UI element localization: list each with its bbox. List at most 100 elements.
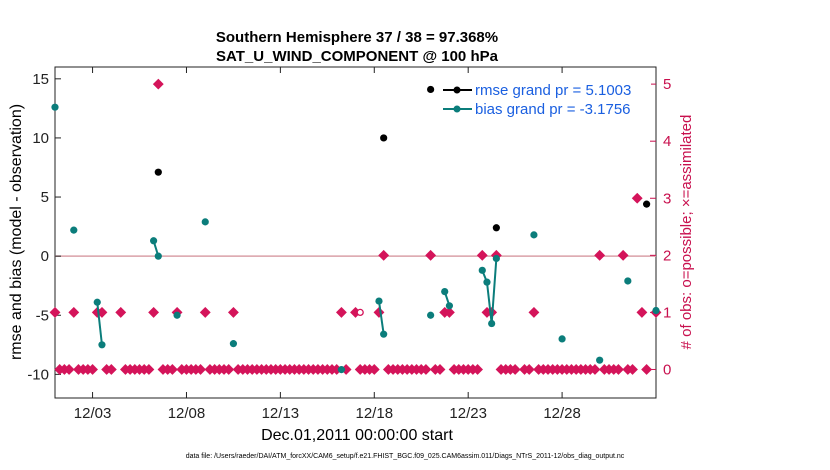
obs-assimilated-marker [617, 249, 629, 261]
title-block: Southern Hemisphere 37 / 38 = 97.368% SA… [216, 29, 499, 65]
obs-assimilated-marker [594, 249, 606, 261]
y-tick-label: 5 [41, 189, 49, 206]
x-tick-label: 12/13 [262, 405, 300, 422]
legend-bias-marker [453, 105, 461, 113]
bias-point [93, 298, 101, 306]
y-axis-right-label: # of obs: o=possible; ×=assimilated [678, 115, 695, 350]
chart-subtitle: SAT_U_WIND_COMPONENT @ 100 hPa [216, 48, 499, 65]
obs-assimilated-marker [476, 249, 488, 261]
x-tick-label: 12/23 [449, 405, 487, 422]
bias-point [530, 231, 538, 239]
legend-rmse-label: rmse grand pr = 5.1003 [475, 82, 631, 99]
rmse-point [492, 224, 500, 232]
y-tick-label: -10 [27, 366, 49, 383]
bias-point [337, 366, 346, 374]
obs-assimilated-marker [631, 192, 643, 204]
bias-point [478, 266, 486, 274]
bias-series [51, 103, 660, 374]
obs-assimilated-marker [589, 364, 601, 375]
obs-assimilated-marker [509, 364, 521, 375]
bias-point [483, 278, 491, 286]
obs-possible-marker [356, 308, 364, 317]
bias-point [229, 340, 238, 348]
obs-assimilated-marker [68, 306, 80, 318]
legend: rmse grand pr = 5.1003 bias grand pr = -… [441, 79, 651, 121]
rmse-point [154, 168, 162, 176]
bias-line [481, 258, 498, 324]
obs-assimilated-marker [105, 364, 117, 375]
obs-assimilated-marker [443, 306, 455, 318]
plot-area [54, 66, 657, 399]
obs-assimilated-marker [199, 306, 211, 318]
bias-point [173, 311, 181, 319]
obs-assimilated-marker [148, 306, 160, 318]
bias-point [624, 277, 632, 285]
obs-count-markers [49, 78, 662, 375]
obs-assimilated-marker [528, 306, 540, 318]
obs-assimilated-marker [143, 364, 155, 375]
obs-assimilated-marker [434, 364, 446, 375]
x-tick-label: 12/08 [168, 405, 206, 422]
bias-point [375, 297, 383, 305]
y-right-tick-label: 1 [663, 304, 671, 321]
bias-line [96, 302, 103, 345]
obs-assimilated-marker [425, 249, 437, 261]
bias-point [488, 319, 496, 328]
obs-assimilated-marker [420, 364, 432, 375]
bias-point [201, 218, 209, 226]
x-axis: 12/03 12/08 12/13 12/18 12/23 12/28 [74, 67, 581, 422]
y-tick-label: 0 [41, 248, 49, 265]
x-tick-label: 12/03 [74, 405, 112, 422]
bias-point [441, 288, 449, 296]
x-axis-label: Dec.01,2011 00:00:00 start [261, 427, 453, 444]
rmse-point [427, 85, 435, 94]
obs-assimilated-marker [152, 78, 164, 90]
bias-point [380, 330, 388, 338]
rmse-point [643, 200, 651, 208]
obs-assimilated-marker [166, 364, 178, 375]
y-right-tick-label: 2 [663, 247, 671, 264]
obs-assimilated-marker [227, 306, 239, 318]
obs-assimilated-marker [195, 364, 206, 375]
y-right-tick-label: 4 [663, 133, 671, 150]
bias-point [51, 103, 59, 111]
obs-assimilated-marker [373, 306, 385, 318]
obs-assimilated-marker [115, 306, 127, 318]
bias-point [427, 311, 435, 319]
bias-point [98, 341, 106, 349]
y-tick-label: 15 [32, 71, 49, 88]
obs-assimilated-marker [472, 364, 484, 375]
obs-assimilated-marker [378, 249, 390, 261]
obs-assimilated-marker [641, 364, 653, 375]
obs-assimilated-marker [627, 364, 638, 375]
data-file-footer: data file: /Users/raeder/DAI/ATM_forcXX/… [186, 453, 625, 460]
y-right-tick-label: 5 [663, 76, 671, 93]
rmse-point [380, 134, 388, 142]
obs-assimilated-marker [87, 364, 98, 375]
bias-point [150, 237, 158, 245]
bias-point [596, 356, 604, 364]
bias-point [70, 226, 78, 234]
y-tick-label: -5 [36, 307, 49, 324]
bias-line [377, 300, 385, 335]
obs-assimilated-marker [368, 364, 380, 375]
y-tick-label: 10 [32, 130, 49, 147]
obs-assimilated-marker [523, 364, 535, 375]
y-axis-label: rmse and bias (model - observation) [8, 104, 25, 360]
bias-point [652, 306, 660, 315]
obs-assimilated-marker [223, 364, 235, 375]
obs-assimilated-marker [636, 306, 648, 318]
bias-point [445, 302, 454, 310]
obs-assimilated-marker [613, 364, 624, 375]
x-tick-label: 12/18 [356, 405, 394, 422]
x-tick-label: 12/28 [543, 405, 581, 422]
bias-point [558, 335, 566, 343]
y-right-tick-label: 3 [663, 190, 671, 207]
y-right-tick-label: 0 [663, 361, 671, 378]
obs-assimilated-marker [49, 306, 61, 318]
chart-title: Southern Hemisphere 37 / 38 = 97.368% [216, 29, 498, 46]
bias-point [154, 252, 162, 260]
legend-bias-label: bias grand pr = -3.1756 [475, 101, 631, 118]
bias-point [492, 254, 500, 263]
